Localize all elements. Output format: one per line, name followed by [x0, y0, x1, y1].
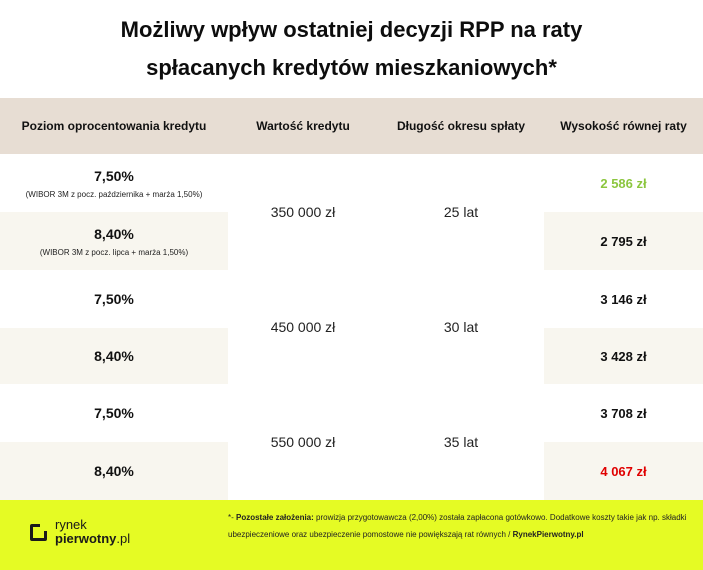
value-cell: 450 000 zł [228, 270, 378, 384]
installment-cell: 4 067 zł [544, 442, 703, 500]
header-rate: Poziom oprocentowania kredytu [21, 119, 207, 133]
header-value: Wartość kredytu [256, 119, 350, 133]
value-cell: 350 000 zł [228, 154, 378, 270]
title-line-1: Możliwy wpływ ostatniej decyzji RPP na r… [120, 17, 583, 42]
title-line-2: spłacanych kredytów mieszkaniowych* [146, 55, 557, 80]
table-row: 7,50% [0, 384, 228, 442]
rate-value: 8,40% [94, 463, 134, 479]
header-period: Długość okresu spłaty [396, 119, 526, 133]
installment-cell: 2 586 zł [544, 154, 703, 212]
rate-note: (WIBOR 3M z pocz. lipca + marża 1,50%) [39, 247, 189, 257]
period-cell: 35 lat [378, 384, 544, 500]
rate-value: 8,40% [94, 348, 134, 364]
period-text: 30 lat [443, 319, 479, 335]
footnote-separator: / [505, 530, 513, 539]
rate-value: 7,50% [94, 167, 134, 184]
value-text: 450 000 zł [270, 319, 336, 335]
value-text: 350 000 zł [270, 204, 336, 220]
footer: rynek pierwotny.pl *- Pozostałe założeni… [0, 500, 703, 570]
rate-value: 7,50% [94, 405, 134, 421]
installment-cell: 3 708 zł [544, 384, 703, 442]
logo-word-2: pierwotny [55, 531, 117, 546]
header-installment: Wysokość równej raty [560, 119, 687, 133]
installment-cell: 3 146 zł [544, 270, 703, 328]
table-row: 8,40% (WIBOR 3M z pocz. lipca + marża 1,… [0, 212, 228, 270]
period-text: 25 lat [443, 204, 479, 220]
rynekpierwotny-logo: rynek pierwotny.pl [30, 518, 130, 546]
rate-value: 8,40% [94, 225, 134, 242]
logo-text: rynek pierwotny.pl [55, 518, 130, 546]
installment-value: 3 428 zł [600, 348, 647, 364]
period-cell: 25 lat [378, 154, 544, 270]
period-text: 35 lat [443, 434, 479, 450]
value-cell: 550 000 zł [228, 384, 378, 500]
installment-value: 2 795 zł [600, 233, 647, 249]
installment-cell: 3 428 zł [544, 328, 703, 384]
table-row: 8,40% [0, 328, 228, 384]
footnote-text: prowizja przygotowawcza (2,00%) została … [228, 513, 687, 539]
logo-suffix: .pl [116, 531, 131, 546]
period-cell: 30 lat [378, 270, 544, 384]
footnote-prefix: *- [228, 513, 236, 522]
logo-square-icon [30, 523, 47, 541]
footnote-source: RynekPierwotny.pl [512, 530, 584, 539]
installment-decrease: 2 586 zł [600, 175, 647, 191]
footnote-label: Pozostałe założenia: [236, 513, 314, 522]
installment-increase: 4 067 zł [600, 463, 647, 479]
table-row: 7,50% [0, 270, 228, 328]
logo-word-1: rynek [55, 517, 87, 532]
value-text: 550 000 zł [270, 434, 336, 450]
table-header: Poziom oprocentowania kredytu Wartość kr… [0, 98, 703, 154]
installment-cell: 2 795 zł [544, 212, 703, 270]
installment-value: 3 708 zł [600, 405, 647, 421]
footnote: *- Pozostałe założenia: prowizja przygot… [228, 509, 698, 543]
table-row: 7,50% (WIBOR 3M z pocz. października + m… [0, 154, 228, 212]
rate-note: (WIBOR 3M z pocz. października + marża 1… [25, 189, 203, 199]
table-row: 8,40% [0, 442, 228, 500]
installment-value: 3 146 zł [600, 291, 647, 307]
rate-value: 7,50% [94, 291, 134, 307]
page-title: Możliwy wpływ ostatniej decyzji RPP na r… [0, 0, 703, 98]
